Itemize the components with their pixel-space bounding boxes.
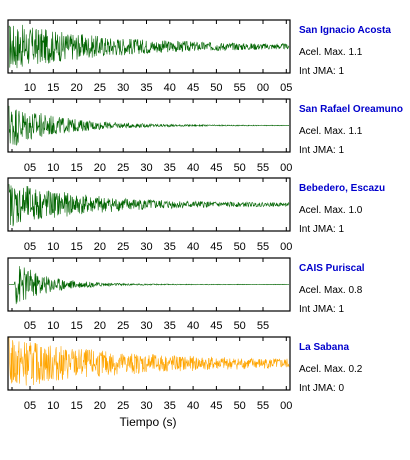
x-tick-label: 15 bbox=[47, 82, 59, 94]
station-name: Bebedero, Escazu bbox=[299, 183, 385, 194]
x-tick-label: 50 bbox=[234, 162, 246, 174]
x-tick-label: 25 bbox=[117, 320, 129, 332]
panel-frame bbox=[7, 19, 291, 74]
x-tick-label: 35 bbox=[164, 241, 176, 253]
x-tick-label: 25 bbox=[117, 400, 129, 412]
jma-intensity: Int JMA: 0 bbox=[299, 383, 344, 394]
x-tick-label: 35 bbox=[164, 320, 176, 332]
seismogram-panel: 05 10 15 20 25 30 35 40 45 50 55 00 Bebedero, Escazu… bbox=[7, 177, 385, 253]
panel-frame bbox=[7, 177, 291, 232]
peak-acceleration: Acel. Max. 1.1 bbox=[299, 47, 363, 58]
jma-intensity: Int JMA: 1 bbox=[299, 304, 344, 315]
seismogram-trace bbox=[8, 184, 290, 227]
x-tick-label: 40 bbox=[187, 241, 199, 253]
x-tick-label: 00 bbox=[257, 82, 269, 94]
x-tick-label: 45 bbox=[210, 320, 222, 332]
x-tick-label: 10 bbox=[47, 400, 59, 412]
panel-frame bbox=[7, 98, 291, 153]
x-tick-label: 05 bbox=[24, 400, 36, 412]
jma-intensity: Int JMA: 1 bbox=[299, 224, 344, 235]
x-tick-label: 10 bbox=[47, 241, 59, 253]
x-tick-label: 30 bbox=[140, 400, 152, 412]
x-tick-label: 15 bbox=[70, 162, 82, 174]
x-axis-title: Tiempo (s) bbox=[120, 415, 177, 429]
x-tick-label: 25 bbox=[94, 82, 106, 94]
seismogram-panel: 05 10 15 20 25 30 35 40 45 50 55 CAIS Puriscal Acel.… bbox=[7, 257, 365, 332]
x-tick-label: 50 bbox=[234, 320, 246, 332]
x-tick-label: 30 bbox=[140, 241, 152, 253]
seismogram-panel: 05 10 15 20 25 30 35 40 45 50 55 00 La Sabana Acel. M… bbox=[7, 336, 363, 412]
x-tick-label: 20 bbox=[94, 400, 106, 412]
x-tick-label: 30 bbox=[140, 320, 152, 332]
x-tick-label: 00 bbox=[280, 241, 292, 253]
x-tick-label: 35 bbox=[140, 82, 152, 94]
x-tick-label: 40 bbox=[187, 162, 199, 174]
station-name: CAIS Puriscal bbox=[299, 263, 365, 274]
x-tick-label: 45 bbox=[210, 400, 222, 412]
x-tick-label: 20 bbox=[94, 241, 106, 253]
seismogram-panel: 05 10 15 20 25 30 35 40 45 50 55 00 San Rafael Oream… bbox=[7, 98, 403, 174]
seismogram-trace bbox=[8, 266, 290, 305]
peak-acceleration: Acel. Max. 0.2 bbox=[299, 364, 363, 375]
x-tick-label: 10 bbox=[47, 320, 59, 332]
x-tick-label: 00 bbox=[280, 162, 292, 174]
x-tick-label: 35 bbox=[164, 162, 176, 174]
x-tick-label: 10 bbox=[24, 82, 36, 94]
seismogram-trace bbox=[8, 105, 290, 146]
x-tick-label: 00 bbox=[280, 400, 292, 412]
x-tick-label: 50 bbox=[234, 400, 246, 412]
x-tick-label: 15 bbox=[70, 241, 82, 253]
x-tick-label: 40 bbox=[164, 82, 176, 94]
panel-frame bbox=[7, 257, 291, 312]
x-tick-label: 45 bbox=[187, 82, 199, 94]
x-tick-label: 10 bbox=[47, 162, 59, 174]
station-name: La Sabana bbox=[299, 342, 349, 353]
seismogram-trace bbox=[8, 24, 290, 69]
x-tick-label: 55 bbox=[257, 162, 269, 174]
x-tick-label: 20 bbox=[94, 162, 106, 174]
x-tick-label: 05 bbox=[24, 241, 36, 253]
x-tick-label: 45 bbox=[210, 241, 222, 253]
x-tick-label: 20 bbox=[94, 320, 106, 332]
station-name: San Rafael Oreamuno bbox=[299, 104, 403, 115]
x-tick-label: 05 bbox=[24, 162, 36, 174]
x-tick-label: 45 bbox=[210, 162, 222, 174]
jma-intensity: Int JMA: 1 bbox=[299, 145, 344, 156]
x-tick-label: 25 bbox=[117, 241, 129, 253]
x-tick-label: 20 bbox=[70, 82, 82, 94]
x-tick-label: 15 bbox=[70, 400, 82, 412]
x-tick-label: 25 bbox=[117, 162, 129, 174]
peak-acceleration: Acel. Max. 0.8 bbox=[299, 285, 363, 296]
x-tick-label: 55 bbox=[257, 241, 269, 253]
x-tick-label: 55 bbox=[234, 82, 246, 94]
x-tick-label: 30 bbox=[117, 82, 129, 94]
peak-acceleration: Acel. Max. 1.0 bbox=[299, 205, 363, 216]
x-tick-label: 35 bbox=[164, 400, 176, 412]
x-tick-label: 40 bbox=[187, 320, 199, 332]
panel-frame bbox=[7, 336, 291, 391]
jma-intensity: Int JMA: 1 bbox=[299, 66, 344, 77]
x-tick-label: 40 bbox=[187, 400, 199, 412]
x-tick-label: 15 bbox=[70, 320, 82, 332]
peak-acceleration: Acel. Max. 1.1 bbox=[299, 126, 363, 137]
seismogram-trace bbox=[8, 337, 290, 386]
seismogram-panel: 10 15 20 25 30 35 40 45 50 55 00 05 San Ignacio Acos… bbox=[7, 19, 391, 94]
x-tick-label: 05 bbox=[24, 320, 36, 332]
station-name: San Ignacio Acosta bbox=[299, 25, 391, 36]
x-tick-label: 50 bbox=[210, 82, 222, 94]
x-tick-label: 55 bbox=[257, 400, 269, 412]
x-tick-label: 30 bbox=[140, 162, 152, 174]
x-tick-label: 50 bbox=[234, 241, 246, 253]
x-tick-label: 55 bbox=[257, 320, 269, 332]
x-tick-label: 05 bbox=[280, 82, 292, 94]
